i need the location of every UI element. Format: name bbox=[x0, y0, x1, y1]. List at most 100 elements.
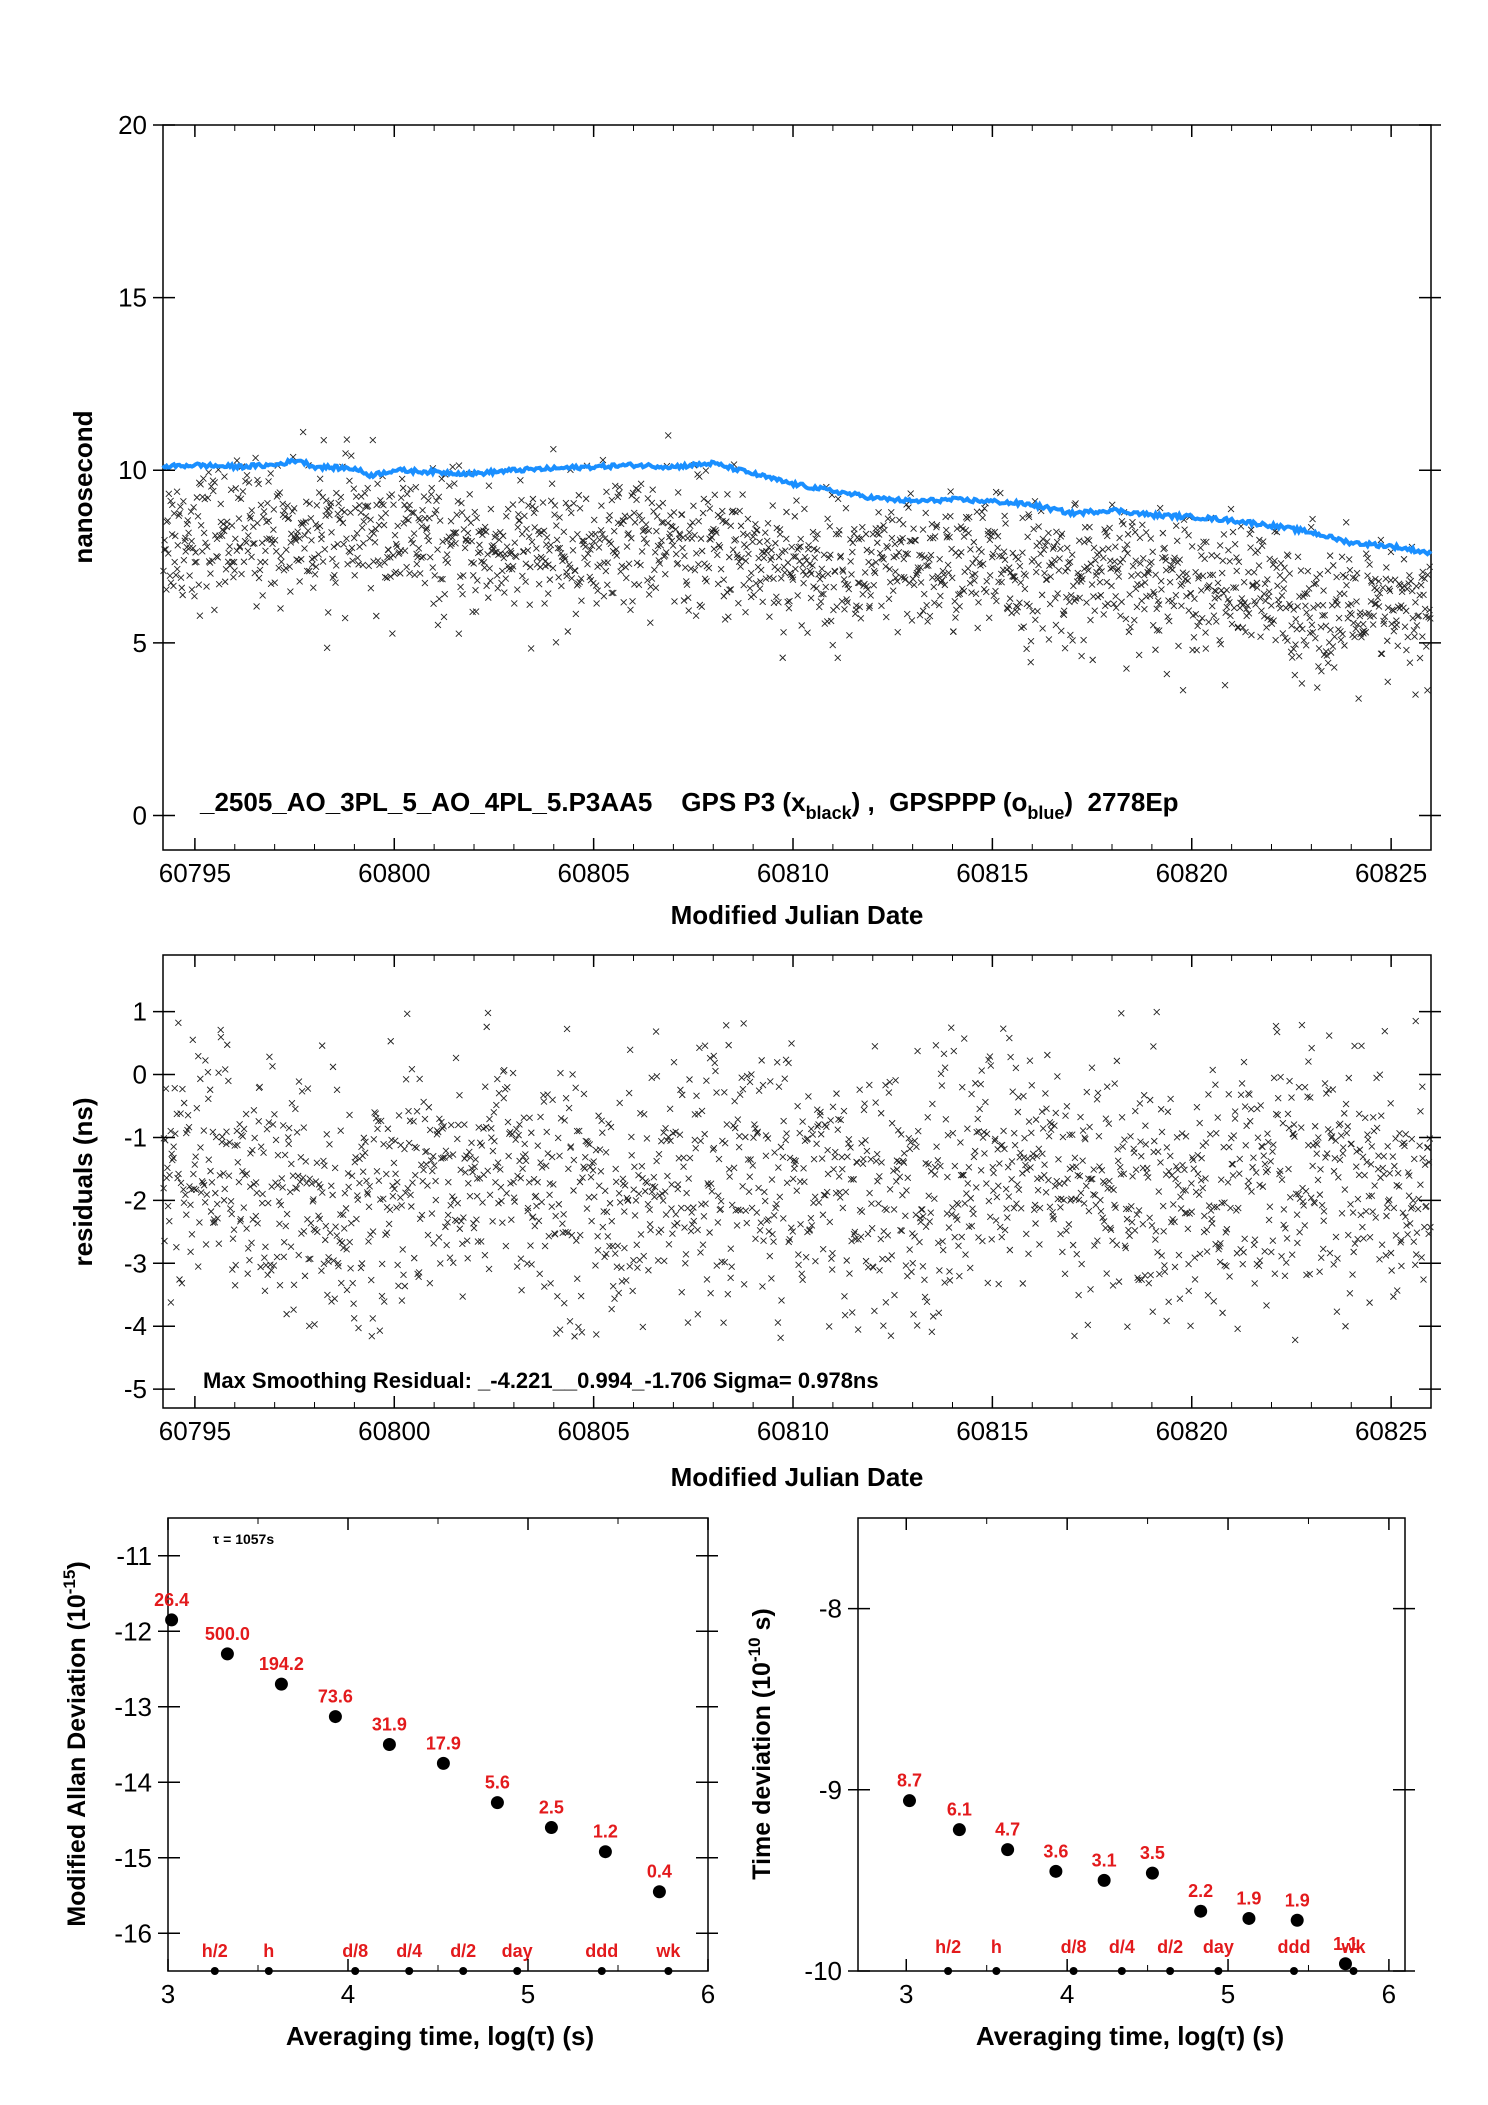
scatter-point bbox=[1334, 601, 1341, 609]
residual-point bbox=[766, 1078, 774, 1085]
y-tick-label: 1 bbox=[133, 997, 147, 1027]
residual-point bbox=[753, 1129, 761, 1137]
residual-point bbox=[935, 1239, 942, 1247]
residual-point bbox=[991, 1135, 999, 1143]
residual-point bbox=[1267, 1248, 1275, 1256]
scatter-point bbox=[584, 550, 592, 557]
scatter-point bbox=[1125, 628, 1133, 636]
residual-point bbox=[186, 1183, 193, 1190]
scatter-point bbox=[913, 571, 920, 579]
residual-point bbox=[293, 1128, 301, 1136]
scatter-point bbox=[1277, 560, 1285, 567]
scatter-point bbox=[608, 496, 616, 504]
scatter-point bbox=[781, 569, 789, 576]
residual-point bbox=[733, 1222, 741, 1229]
scatter-point bbox=[880, 556, 887, 563]
residual-point bbox=[1397, 1236, 1405, 1244]
residual-point bbox=[995, 1280, 1003, 1288]
y-tick-label: -3 bbox=[124, 1248, 147, 1278]
residual-point bbox=[690, 1217, 698, 1225]
scatter-point bbox=[991, 528, 999, 536]
scatter-point bbox=[316, 522, 324, 530]
scatter-point bbox=[1294, 603, 1302, 610]
residual-point bbox=[538, 1164, 546, 1171]
residual-point bbox=[299, 1174, 307, 1182]
residual-point bbox=[1363, 1158, 1371, 1166]
point-value-label: 4.7 bbox=[995, 1820, 1020, 1840]
scatter-point bbox=[936, 555, 943, 563]
scatter-point bbox=[1170, 602, 1178, 610]
scatter-point bbox=[271, 537, 279, 544]
scatter-point bbox=[1052, 621, 1060, 629]
scatter-point bbox=[532, 505, 539, 513]
residual-point bbox=[329, 1191, 336, 1199]
scatter-point bbox=[241, 524, 249, 532]
residual-point bbox=[597, 1168, 605, 1175]
residual-point bbox=[608, 1305, 615, 1313]
scatter-point bbox=[1367, 577, 1375, 585]
scatter-point bbox=[473, 577, 481, 584]
scatter-point bbox=[254, 476, 261, 484]
residual-point bbox=[1272, 1022, 1280, 1030]
scatter-point bbox=[1088, 581, 1096, 588]
residual-point bbox=[944, 1173, 951, 1181]
residual-point bbox=[611, 1250, 619, 1257]
residual-point bbox=[264, 1199, 272, 1207]
residual-point bbox=[1063, 1102, 1071, 1110]
residual-point bbox=[1054, 1073, 1061, 1080]
scatter-point bbox=[894, 628, 902, 636]
scatter-point bbox=[427, 491, 435, 498]
ref-mark-dot bbox=[405, 1967, 414, 1975]
scatter-point bbox=[249, 540, 257, 548]
residual-point bbox=[288, 1099, 296, 1107]
scatter-point bbox=[357, 509, 365, 516]
residual-point bbox=[651, 1183, 659, 1191]
residual-point bbox=[667, 1137, 674, 1145]
scatter-point bbox=[600, 592, 608, 600]
scatter-point bbox=[1369, 621, 1377, 628]
scatter-point bbox=[1129, 518, 1136, 526]
residual-point bbox=[746, 1173, 754, 1181]
scatter-point bbox=[1157, 577, 1165, 585]
residual-point bbox=[734, 1206, 742, 1214]
residual-point bbox=[798, 1270, 806, 1278]
scatter-point bbox=[1386, 587, 1394, 595]
residual-point bbox=[1295, 1190, 1302, 1198]
scatter-point bbox=[1314, 601, 1322, 609]
ref-mark-dot bbox=[210, 1967, 219, 1975]
scatter-point bbox=[1110, 600, 1118, 608]
residual-point bbox=[1129, 1173, 1136, 1180]
residual-point bbox=[243, 1170, 251, 1177]
residual-point bbox=[871, 1307, 878, 1315]
scatter-point bbox=[251, 569, 259, 577]
residual-point bbox=[714, 1219, 722, 1226]
scatter-point bbox=[1249, 582, 1256, 590]
scatter-point bbox=[822, 583, 830, 591]
point-value-label: 500.0 bbox=[205, 1624, 250, 1644]
residual-point bbox=[543, 1128, 551, 1136]
residual-point bbox=[861, 1100, 868, 1107]
scatter-point bbox=[304, 527, 312, 535]
residual-point bbox=[571, 1333, 578, 1340]
scatter-point bbox=[243, 471, 251, 479]
residual-point bbox=[900, 1150, 908, 1157]
scatter-point bbox=[565, 504, 572, 511]
residual-point bbox=[1150, 1043, 1157, 1050]
scatter-point bbox=[1001, 512, 1008, 520]
residual-point bbox=[1044, 1051, 1051, 1059]
scatter-point bbox=[674, 489, 682, 496]
scatter-point bbox=[884, 515, 892, 522]
point-value-label: 1.9 bbox=[1285, 1890, 1310, 1910]
residual-point bbox=[686, 1076, 693, 1083]
scatter-point bbox=[1426, 563, 1433, 571]
scatter-point bbox=[1179, 686, 1187, 694]
residual-point bbox=[516, 1157, 523, 1165]
residual-point bbox=[170, 1154, 177, 1162]
scatter-point bbox=[374, 557, 382, 564]
scatter-point bbox=[524, 547, 532, 554]
residual-point bbox=[1212, 1081, 1219, 1088]
residual-point bbox=[211, 1218, 219, 1226]
scatter-point bbox=[552, 638, 560, 646]
residual-point bbox=[369, 1315, 377, 1322]
scatter-point bbox=[712, 526, 719, 534]
